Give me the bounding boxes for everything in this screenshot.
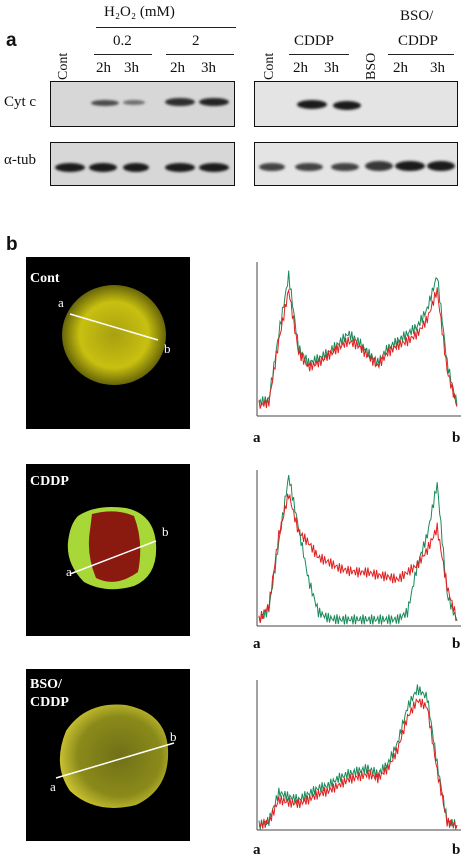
point-a-label: a	[66, 564, 72, 579]
band	[331, 163, 359, 171]
lane-label-left-1: 3h	[124, 60, 139, 76]
lane-label-cddp-0: 2h	[293, 60, 308, 76]
dose-high-underline	[166, 54, 234, 55]
red-trace	[258, 493, 458, 623]
cell-image-cont-svg	[62, 285, 166, 385]
dose-low-underline	[94, 54, 152, 55]
bso-cddp-header-line2: CDDP	[398, 33, 439, 49]
cddp-underline	[289, 54, 349, 55]
red-trace	[258, 287, 458, 409]
cell-image-cddp-svg	[67, 507, 157, 590]
cell-image-bso-cddp: BSO/ CDDP a b	[26, 669, 190, 841]
green-trace	[258, 684, 458, 830]
blot-tub-left	[50, 142, 235, 186]
profile-line	[69, 313, 159, 341]
cell-label-bso-cddp-line2: CDDP	[30, 695, 69, 710]
lane-label-bso-cddp-0: 2h	[393, 60, 408, 76]
red-trace	[258, 698, 458, 831]
blot-cytc-right	[254, 81, 458, 127]
lane-label-left-0: 2h	[96, 60, 111, 76]
band	[199, 98, 229, 106]
band	[165, 163, 195, 172]
profile-chart-bso-cddp	[256, 680, 461, 831]
band	[295, 163, 323, 171]
cell-image-cddp: CDDP a b	[26, 464, 190, 636]
green-trace	[258, 270, 458, 406]
band	[259, 163, 285, 171]
point-b-label: b	[164, 341, 171, 356]
dose-high-label: 2	[192, 33, 200, 49]
chart-2-endpoint-b: b	[452, 842, 461, 858]
row-label-cytc: Cyt c	[4, 94, 37, 110]
green-trace	[258, 475, 458, 625]
panel-b-letter: b	[6, 234, 18, 255]
lane-label-left-3: 3h	[201, 60, 216, 76]
band	[333, 101, 361, 110]
band	[123, 100, 145, 105]
band	[365, 161, 393, 171]
cell-image-cont: Cont a b	[26, 257, 190, 429]
bso-cddp-underline	[388, 54, 454, 55]
lane-label-cddp-1: 3h	[324, 60, 339, 76]
cell-body	[59, 704, 169, 808]
band	[91, 100, 119, 106]
cell-label-bso-cddp-line1: BSO/	[30, 677, 62, 692]
cell-body-red	[88, 511, 141, 582]
chart-0-endpoint-a: a	[253, 430, 261, 446]
blot-cytc-left	[50, 81, 235, 127]
point-b-label: b	[162, 524, 169, 539]
dose-low-label: 0.2	[113, 33, 132, 49]
chart-2-endpoint-a: a	[253, 842, 261, 858]
profile-line	[55, 742, 175, 779]
band	[199, 163, 229, 172]
bso-cddp-header-line1: BSO/	[400, 8, 434, 24]
treatment-header: H₂O₂ (mM)	[104, 4, 175, 20]
point-a-label: a	[50, 779, 56, 794]
row-label-tub: α-tub	[4, 152, 37, 168]
band	[395, 161, 425, 171]
chart-1-endpoint-b: b	[452, 636, 461, 652]
band	[297, 100, 327, 109]
profile-line	[69, 540, 157, 575]
band	[89, 163, 117, 172]
point-b-label: b	[170, 729, 177, 744]
band	[55, 163, 85, 172]
cell-label-cddp-line1: CDDP	[30, 474, 69, 489]
band	[427, 161, 455, 171]
band	[165, 98, 195, 106]
profile-chart-cddp	[256, 470, 461, 627]
point-a-label: a	[58, 295, 64, 310]
lane-label-left-2: 2h	[170, 60, 185, 76]
lane-label-cont-left: Cont	[56, 52, 71, 80]
profile-chart-cont	[256, 262, 461, 417]
lane-label-cont-right: Cont	[262, 52, 277, 80]
cell-body	[62, 285, 166, 385]
cell-label-cont-line1: Cont	[30, 271, 60, 286]
lane-label-bso: BSO	[364, 52, 379, 80]
blot-tub-right	[254, 142, 458, 186]
chart-0-endpoint-b: b	[452, 430, 461, 446]
panel-a-letter: a	[6, 30, 17, 51]
treatment-header-underline	[96, 27, 236, 28]
lane-label-bso-cddp-1: 3h	[430, 60, 445, 76]
cell-image-bso-cddp-svg	[55, 704, 175, 808]
band	[123, 163, 149, 172]
chart-1-endpoint-a: a	[253, 636, 261, 652]
cddp-header: CDDP	[294, 33, 335, 49]
